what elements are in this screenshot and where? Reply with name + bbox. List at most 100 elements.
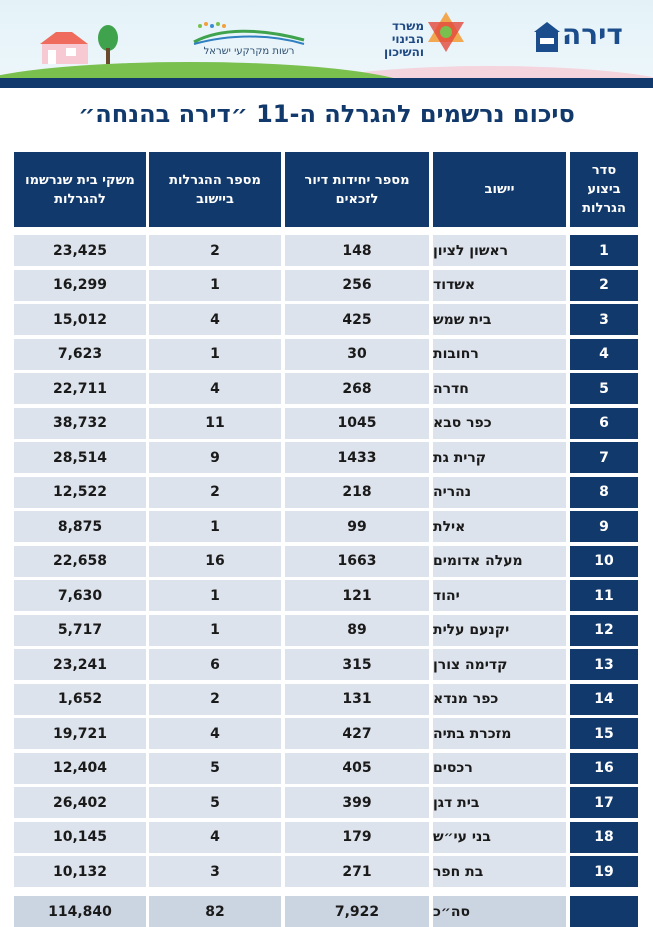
row-households: 10,145 [14, 821, 146, 853]
row-order: 4 [570, 338, 638, 370]
row-order: 19 [570, 856, 638, 887]
row-households: 12,404 [14, 752, 146, 784]
total-units: 7,922 [285, 896, 429, 927]
row-city: חדרה [433, 373, 566, 404]
row-units: 271 [285, 856, 429, 887]
row-units: 1663 [285, 545, 429, 577]
row-city: רחובות [433, 338, 566, 370]
table-row: 3 בית שמש 425 4 15,012 [0, 304, 653, 335]
row-order: 9 [570, 511, 638, 542]
row-households: 38,732 [14, 407, 146, 439]
row-city: בת חפר [433, 856, 566, 887]
row-lotteries: 5 [149, 787, 281, 818]
row-lotteries: 4 [149, 821, 281, 853]
row-order: 2 [570, 269, 638, 301]
row-lotteries: 4 [149, 304, 281, 335]
row-households: 8,875 [14, 511, 146, 542]
row-order: 13 [570, 649, 638, 680]
row-households: 16,299 [14, 269, 146, 301]
row-city: אילת [433, 511, 566, 542]
table-row: 18 בני עי״ש 179 4 10,145 [0, 821, 653, 853]
row-city: בני עי״ש [433, 821, 566, 853]
row-units: 121 [285, 580, 429, 611]
table-row: 14 כפר מנדא 131 2 1,652 [0, 683, 653, 715]
row-units: 405 [285, 752, 429, 784]
row-order: 3 [570, 304, 638, 335]
row-lotteries: 4 [149, 718, 281, 749]
house-icon [40, 32, 88, 64]
row-lotteries: 16 [149, 545, 281, 577]
row-households: 23,241 [14, 649, 146, 680]
row-city: ראשון לציון [433, 235, 566, 266]
dira-logo-text: דירה [562, 18, 623, 51]
row-city: רכסים [433, 752, 566, 784]
row-units: 89 [285, 614, 429, 646]
row-order: 12 [570, 614, 638, 646]
row-households: 19,721 [14, 718, 146, 749]
row-households: 5,717 [14, 614, 146, 646]
row-units: 315 [285, 649, 429, 680]
total-households: 114,840 [14, 896, 146, 927]
row-lotteries: 2 [149, 476, 281, 508]
row-lotteries: 5 [149, 752, 281, 784]
row-order: 5 [570, 373, 638, 404]
row-households: 10,132 [14, 856, 146, 887]
row-households: 23,425 [14, 235, 146, 266]
row-units: 218 [285, 476, 429, 508]
dira-logo: דירה [532, 16, 623, 60]
dira-house-icon [534, 22, 560, 52]
row-households: 26,402 [14, 787, 146, 818]
row-lotteries: 9 [149, 442, 281, 473]
row-order: 17 [570, 787, 638, 818]
row-households: 7,630 [14, 580, 146, 611]
row-city: קדימה צורן [433, 649, 566, 680]
row-households: 15,012 [14, 304, 146, 335]
ministry-star-icon [428, 12, 464, 52]
table-row: 7 קרית גת 1433 9 28,514 [0, 442, 653, 473]
row-order: 7 [570, 442, 638, 473]
row-lotteries: 3 [149, 856, 281, 887]
row-order: 6 [570, 407, 638, 439]
rami-label: רשות מקרקעי ישראל [203, 46, 295, 57]
row-lotteries: 11 [149, 407, 281, 439]
row-order: 1 [570, 235, 638, 266]
row-lotteries: 1 [149, 511, 281, 542]
total-row: סה״כ 7,922 82 114,840 [0, 896, 653, 927]
table-row: 5 חדרה 268 4 22,711 [0, 373, 653, 404]
row-households: 22,711 [14, 373, 146, 404]
table-row: 15 מזכרת בתיה 427 4 19,721 [0, 718, 653, 749]
header-lotteries: מספר ההגרלות ביישוב [149, 152, 281, 227]
table-row: 12 יקנעם עלית 89 1 5,717 [0, 614, 653, 646]
table-row: 13 קדימה צורן 315 6 23,241 [0, 649, 653, 680]
row-lotteries: 1 [149, 269, 281, 301]
row-city: בית דגן [433, 787, 566, 818]
row-city: אשדוד [433, 269, 566, 301]
header-units: מספר יחידות דיור לזכאים [285, 152, 429, 227]
table-row: 2 אשדוד 256 1 16,299 [0, 269, 653, 301]
row-order: 16 [570, 752, 638, 784]
row-units: 399 [285, 787, 429, 818]
total-lotteries: 82 [149, 896, 281, 927]
row-city: קרית גת [433, 442, 566, 473]
rami-logo: רשות מקרקעי ישראל [190, 18, 308, 62]
row-city: כפר סבא [433, 407, 566, 439]
row-units: 99 [285, 511, 429, 542]
header-band [0, 78, 653, 88]
row-lotteries: 1 [149, 614, 281, 646]
ministry-label: משרד הבינוי והשיכון [383, 19, 424, 59]
row-city: יקנעם עלית [433, 614, 566, 646]
rami-logo-graphic [193, 22, 305, 45]
table-row: 17 בית דגן 399 5 26,402 [0, 787, 653, 818]
row-units: 1045 [285, 407, 429, 439]
row-city: מזכרת בתיה [433, 718, 566, 749]
row-lotteries: 2 [149, 683, 281, 715]
tree-icon [98, 25, 118, 64]
table-row: 1 ראשון לציון 148 2 23,425 [0, 235, 653, 266]
row-units: 148 [285, 235, 429, 266]
table-row: 16 רכסים 405 5 12,404 [0, 752, 653, 784]
row-units: 427 [285, 718, 429, 749]
table-row: 10 מעלה אדומים 1663 16 22,658 [0, 545, 653, 577]
ministry-logo: משרד הבינוי והשיכון [372, 8, 466, 68]
total-order-cell [570, 896, 638, 927]
table-row: 8 נהריה 218 2 12,522 [0, 476, 653, 508]
